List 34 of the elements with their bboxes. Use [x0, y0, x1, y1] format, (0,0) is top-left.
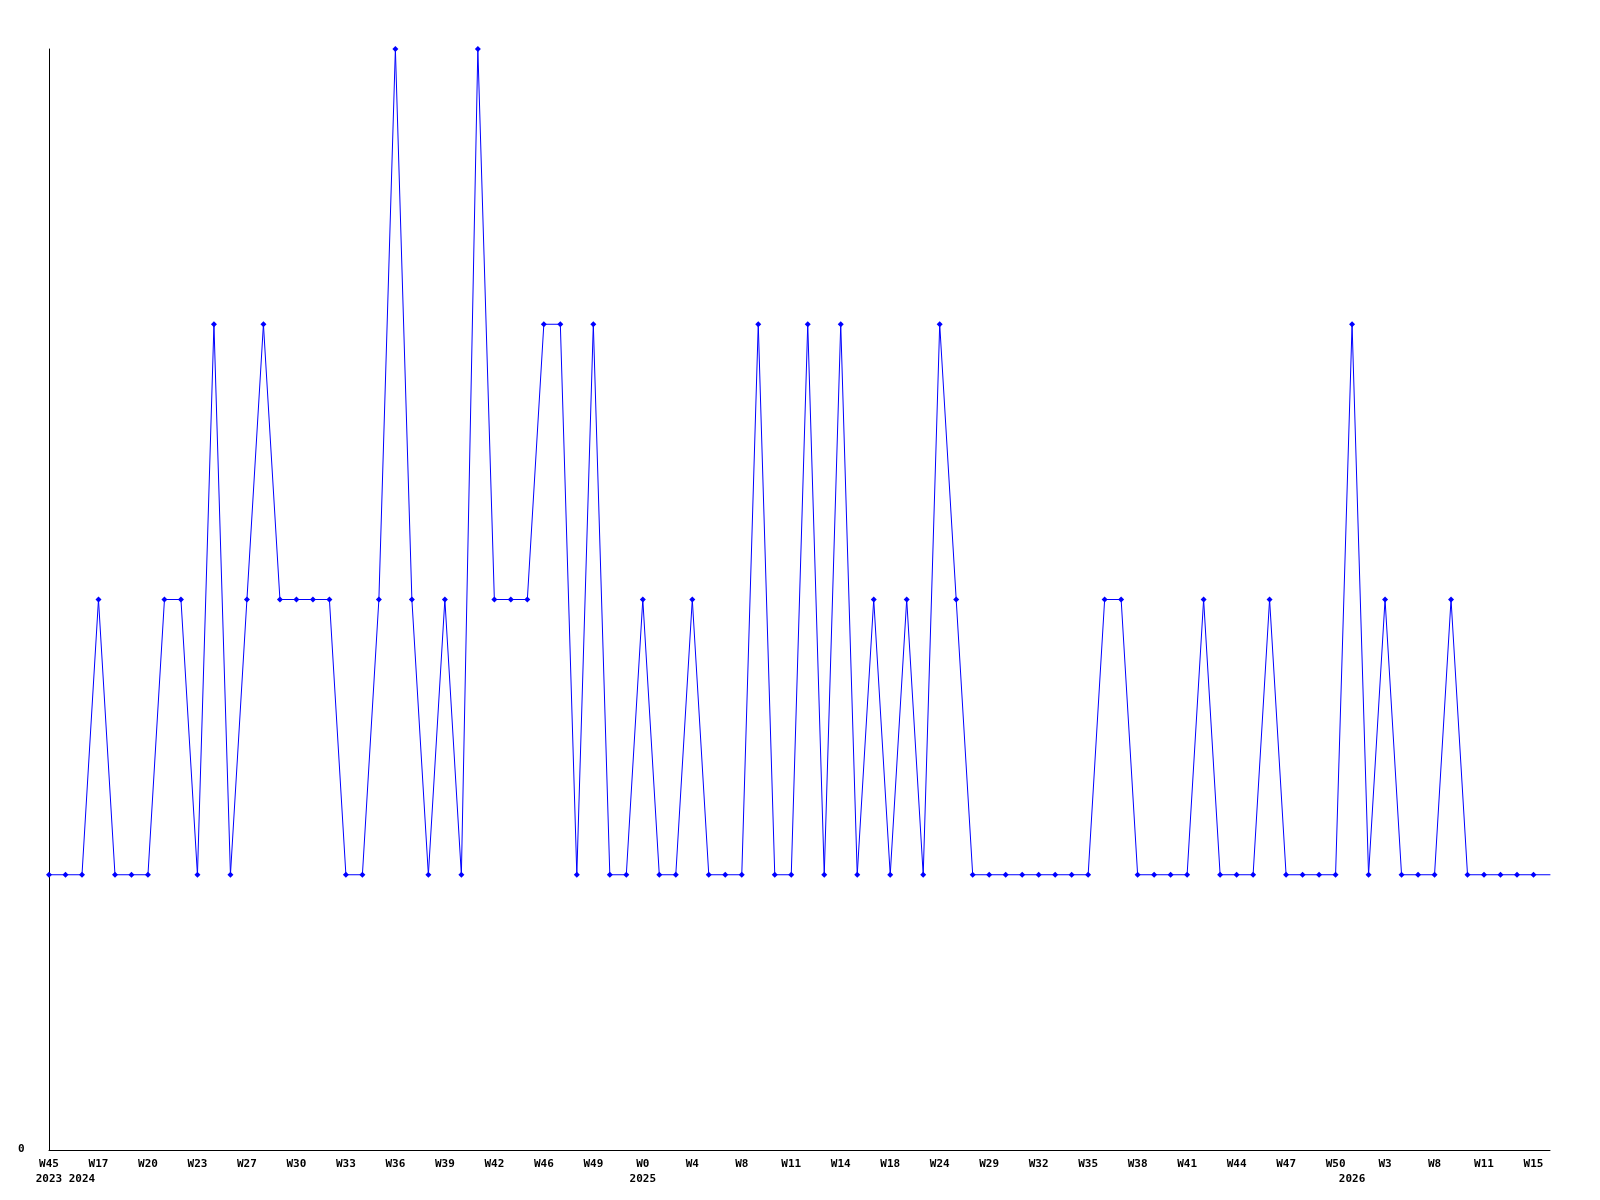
x-tick-label: W20 [138, 1157, 158, 1170]
x-tick-label: W30 [286, 1157, 307, 1170]
x-tick-label: W15 [1523, 1157, 1544, 1170]
x-tick-label: 2024 [68, 1172, 96, 1185]
x-tick-label: W17 [88, 1157, 109, 1170]
x-tick-label: W44 [1226, 1157, 1247, 1170]
x-tick-label: W23 [187, 1157, 208, 1170]
x-tick-label: W45 2023 [35, 1157, 63, 1185]
x-tick-label: W42 [484, 1157, 505, 1170]
x-tick-label: W33 [335, 1157, 356, 1170]
x-tick-label: W14 [830, 1157, 852, 1170]
x-tick-label: 2026 [1338, 1172, 1366, 1185]
x-tick-label: W39 [434, 1157, 455, 1170]
x-tick-label: W49 [583, 1157, 604, 1170]
x-tick-label: W50 [1325, 1157, 1346, 1170]
x-tick-label: W41 [1177, 1157, 1198, 1170]
x-tick-label: W27 [237, 1157, 257, 1170]
x-tick-label: W29 [979, 1157, 1000, 1170]
x-tick-label: W18 [880, 1157, 901, 1170]
text: 0 [18, 1142, 25, 1155]
x-tick-label: W0 2025 [629, 1157, 657, 1185]
x-tick-label: W4 [685, 1157, 700, 1170]
x-tick-label: W3 [1378, 1157, 1392, 1170]
x-tick-label: W11 [1474, 1157, 1495, 1170]
x-tick-label: W8 [1427, 1157, 1442, 1170]
x-tick-label: W38 [1127, 1157, 1148, 1170]
x-tick-label: W8 [735, 1157, 749, 1170]
x-tick-label: W32 [1028, 1157, 1049, 1170]
x-tick-label: W24 [929, 1157, 951, 1170]
x-tick-label: W46 [533, 1157, 555, 1170]
x-tick-label: W35 [1078, 1157, 1099, 1170]
x-tick-label: W11 [781, 1157, 802, 1170]
x-tick-label: W36 [385, 1157, 406, 1170]
x-tick-label: W47 [1276, 1157, 1297, 1170]
